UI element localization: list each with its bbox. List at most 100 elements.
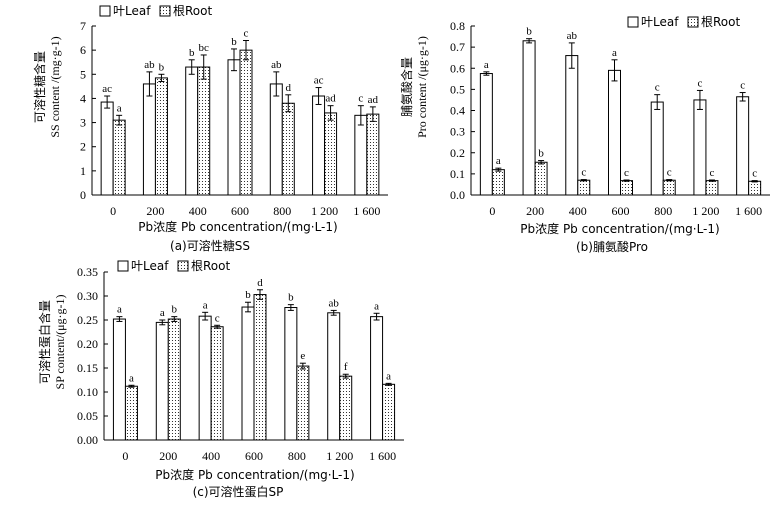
significance-label: b: [245, 289, 251, 301]
root-bar: [296, 365, 310, 441]
legend-label: 叶Leaf: [113, 4, 151, 18]
root-bar: [382, 383, 396, 441]
significance-label: b: [159, 61, 165, 73]
y-tick-label: 0.1: [450, 167, 465, 181]
root-bar: [124, 385, 138, 441]
y-tick-label: 0: [80, 188, 86, 202]
y-tick-label: 0.0: [450, 188, 465, 202]
significance-label: c: [244, 27, 249, 39]
x-tick-label: 1 200: [311, 204, 338, 218]
legend-label: 叶Leaf: [131, 259, 169, 273]
legend-swatch: [99, 5, 111, 17]
significance-label: a: [117, 102, 122, 114]
leaf-bar: [354, 114, 368, 196]
root-bar: [366, 113, 380, 196]
root-bar: [253, 294, 267, 441]
leaf-bar: [479, 73, 493, 196]
y-tick-label: 0.25: [77, 313, 98, 327]
significance-label: ad: [368, 94, 379, 106]
x-tick-label: 800: [273, 204, 291, 218]
panel-caption: (c)可溶性蛋白SP: [193, 484, 284, 499]
x-tick-label: 200: [159, 449, 177, 463]
y-tick-label: 4: [80, 91, 86, 105]
y-tick-label: 0.6: [450, 61, 465, 75]
root-bar: [281, 102, 295, 196]
leaf-bar: [142, 83, 156, 196]
y-axis-title-cn: 可溶性蛋白含量: [37, 300, 52, 384]
significance-label: e: [300, 350, 305, 362]
leaf-bar: [693, 99, 707, 196]
y-tick-label: 0.7: [450, 40, 465, 54]
y-tick-label: 1: [80, 164, 86, 178]
significance-label: c: [667, 167, 672, 179]
x-tick-label: 1 600: [353, 204, 380, 218]
y-tick-label: 0.4: [450, 104, 465, 118]
leaf-bar: [227, 59, 241, 196]
root-bar: [339, 375, 353, 441]
leaf-bar: [565, 55, 579, 196]
leaf-bar: [650, 101, 664, 196]
y-tick-label: 6: [80, 43, 86, 57]
root-bar: [620, 180, 633, 196]
significance-label: bc: [199, 42, 210, 54]
significance-label: c: [740, 80, 745, 92]
y-tick-label: 5: [80, 67, 86, 81]
significance-label: c: [358, 93, 363, 105]
y-tick-label: 0.5: [450, 82, 465, 96]
root-bar: [491, 169, 505, 196]
significance-label: ab: [329, 297, 340, 309]
leaf-bar: [327, 312, 341, 441]
y-tick-label: 0.15: [77, 361, 98, 375]
significance-label: ab: [144, 59, 155, 71]
legend-swatch: [687, 16, 699, 28]
leaf-bar: [100, 101, 114, 196]
y-tick-label: 0.3: [450, 125, 465, 139]
x-axis-title: Pb浓度 Pb concentration/(mg·L-1): [138, 219, 337, 234]
significance-label: ac: [314, 75, 324, 87]
leaf-bar: [269, 83, 283, 196]
root-bar: [210, 326, 224, 441]
y-tick-label: 0.20: [77, 337, 98, 351]
root-bar: [167, 318, 181, 441]
root-bar: [239, 49, 253, 196]
significance-label: b: [172, 304, 178, 316]
y-axis-title-cn: 可溶性糖含量: [32, 51, 47, 123]
x-axis-title: Pb浓度 Pb concentration/(mg·L-1): [520, 221, 719, 236]
significance-label: b: [189, 47, 195, 59]
chart-panel-b: 脯氨酸含量 Pro content /(μg·g-1) 0.0 0.1 0.2 0.3…: [399, 15, 770, 254]
significance-label: a: [612, 47, 617, 59]
root-bar: [705, 180, 719, 196]
legend-label: 根Root: [701, 15, 740, 29]
y-tick-label: 0.10: [77, 385, 98, 399]
x-tick-label: 600: [245, 449, 263, 463]
significance-label: a: [496, 155, 501, 167]
leaf-bar: [198, 315, 212, 441]
panel-caption: (b)脯氨酸Pro: [576, 239, 648, 254]
legend-swatch: [117, 260, 129, 272]
x-tick-label: 0: [110, 204, 116, 218]
y-axis-title-en: SP content/(μg·g-1): [53, 295, 67, 390]
significance-label: d: [257, 277, 263, 289]
root-bar: [197, 66, 211, 196]
leaf-bar: [112, 318, 126, 441]
y-axis-title-cn: 脯氨酸含量: [399, 57, 414, 117]
significance-label: c: [581, 167, 586, 179]
y-tick-label: 0.35: [77, 265, 98, 279]
legend-label: 根Root: [173, 4, 212, 18]
y-axis-title-en: Pro content /(μg·g-1): [415, 36, 429, 138]
legend-swatch: [177, 260, 189, 272]
root-bar: [112, 119, 126, 196]
x-tick-label: 400: [202, 449, 220, 463]
x-tick-label: 400: [189, 204, 207, 218]
x-tick-label: 1 200: [692, 204, 719, 218]
significance-label: c: [624, 167, 629, 179]
legend-swatch: [159, 5, 171, 17]
y-tick-label: 0.00: [77, 433, 98, 447]
significance-label: f: [344, 361, 348, 373]
y-tick-label: 0.8: [450, 19, 465, 33]
leaf-bar: [241, 306, 255, 441]
x-tick-label: 1 600: [369, 449, 396, 463]
root-bar: [154, 77, 168, 196]
root-bar: [577, 179, 591, 196]
leaf-bar: [522, 40, 536, 196]
